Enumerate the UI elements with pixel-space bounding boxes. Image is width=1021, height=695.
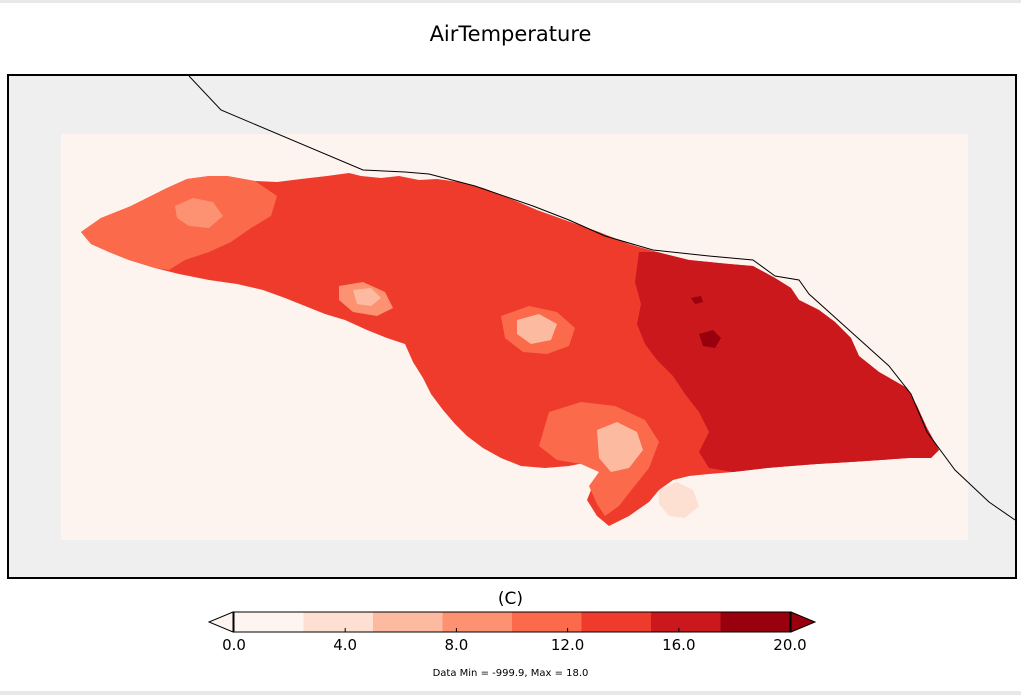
cool-highland-patch [175, 198, 223, 228]
cool-western-region [81, 176, 277, 270]
colorbar-ticks [233, 628, 791, 632]
colorbar-tick-label: 0.0 [222, 636, 246, 654]
warm-eastern-region [635, 252, 939, 472]
colorbar-bin [581, 612, 652, 632]
colorbar-bins [234, 612, 791, 632]
colorbar-bin [512, 612, 582, 632]
colorbar-tick-label: 8.0 [444, 636, 469, 654]
colorbar-units: (C) [497, 589, 524, 609]
hot-spot-northeast [691, 296, 703, 304]
colorbar-tick-label: 12.0 [550, 636, 585, 654]
cold-peak-southeast [659, 482, 699, 518]
colorbar-tick-label: 16.0 [662, 636, 696, 654]
colorbar-outline [233, 611, 791, 633]
colorbar [207, 611, 817, 633]
colorbar-under-arrow [207, 611, 234, 633]
cold-peak-south [597, 422, 643, 472]
coastline-boundary [188, 76, 1015, 521]
top-divider [0, 0, 1021, 3]
colorbar-bin [720, 612, 791, 632]
map-canvas [61, 76, 1015, 540]
colorbar-tick-label: 4.0 [333, 636, 358, 654]
map-panel [7, 74, 1017, 579]
colorbar-bin [234, 612, 304, 632]
colorbar-bin [442, 612, 513, 632]
colorbar-bin [303, 612, 374, 632]
colorbar-bin [651, 612, 721, 632]
data-range-text: Data Min = -999.9, Max = 18.0 [432, 668, 589, 679]
cold-peak-west [353, 288, 381, 306]
map-title: AirTemperature [429, 22, 592, 46]
colorbar-bin [373, 612, 443, 632]
colorbar-over-arrow [790, 611, 817, 633]
cold-peak-center [517, 314, 557, 344]
bottom-divider [0, 691, 1021, 695]
colorbar-tick-label: 20.0 [773, 636, 807, 654]
hot-spot-east [699, 330, 721, 348]
